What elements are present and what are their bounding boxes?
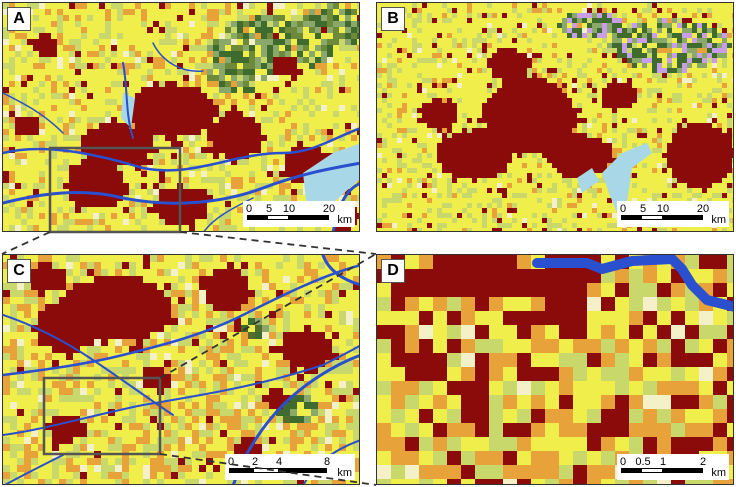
map-panel-d: D 0 0.5 1 2 km <box>376 254 734 485</box>
scale-tick: 8 <box>323 456 331 468</box>
map-d-raster <box>377 255 733 484</box>
scale-tick: 4 <box>275 456 283 468</box>
scale-bar-graphic <box>621 215 703 220</box>
scale-ticks-b: 0 5 10 20 <box>619 203 725 215</box>
scale-tick: 20 <box>696 203 710 215</box>
scale-tick: 10 <box>656 203 670 215</box>
map-panel-b: B 0 5 10 20 km <box>376 2 734 232</box>
scale-tick: 5 <box>639 203 647 215</box>
scale-tick: 0.5 <box>635 456 651 468</box>
connector-line-icon <box>1 231 51 255</box>
panel-label-c: C <box>7 259 31 283</box>
scale-ticks-c: 0 2 4 8 <box>227 456 351 468</box>
map-c-raster <box>3 255 359 484</box>
scale-unit: km <box>711 467 726 479</box>
connector-line-icon <box>179 231 377 255</box>
map-a-raster <box>3 3 359 231</box>
scale-bar-a: 0 5 10 20 km <box>243 201 355 227</box>
scale-tick: 10 <box>282 203 296 215</box>
scale-tick: 2 <box>251 456 259 468</box>
scale-tick: 0 <box>619 203 627 215</box>
scale-tick: 0 <box>619 456 627 468</box>
panel-label-a: A <box>7 7 31 31</box>
scale-bar-b: 0 5 10 20 km <box>617 201 729 227</box>
scale-tick: 5 <box>265 203 273 215</box>
scale-unit: km <box>337 214 352 226</box>
map-b-raster <box>377 3 733 231</box>
map-panel-a: A 0 5 10 20 km <box>2 2 360 232</box>
panel-label-d: D <box>381 259 405 283</box>
scale-tick: 2 <box>699 456 707 468</box>
scale-bar-graphic <box>229 468 327 473</box>
scale-ticks-a: 0 5 10 20 <box>245 203 351 215</box>
scale-tick: 0 <box>245 203 253 215</box>
scale-tick: 0 <box>227 456 235 468</box>
scale-bar-graphic <box>621 468 703 473</box>
scale-unit: km <box>711 214 726 226</box>
scale-tick: 1 <box>659 456 667 468</box>
panel-label-b: B <box>381 7 405 31</box>
scale-bar-d: 0 0.5 1 2 km <box>617 454 729 480</box>
scale-unit: km <box>337 467 352 479</box>
scale-tick: 20 <box>322 203 336 215</box>
scale-bar-c: 0 2 4 8 km <box>225 454 355 480</box>
scale-ticks-d: 0 0.5 1 2 <box>619 456 725 468</box>
map-panel-c: C 0 2 4 8 km <box>2 254 360 485</box>
scale-bar-graphic <box>247 215 329 220</box>
